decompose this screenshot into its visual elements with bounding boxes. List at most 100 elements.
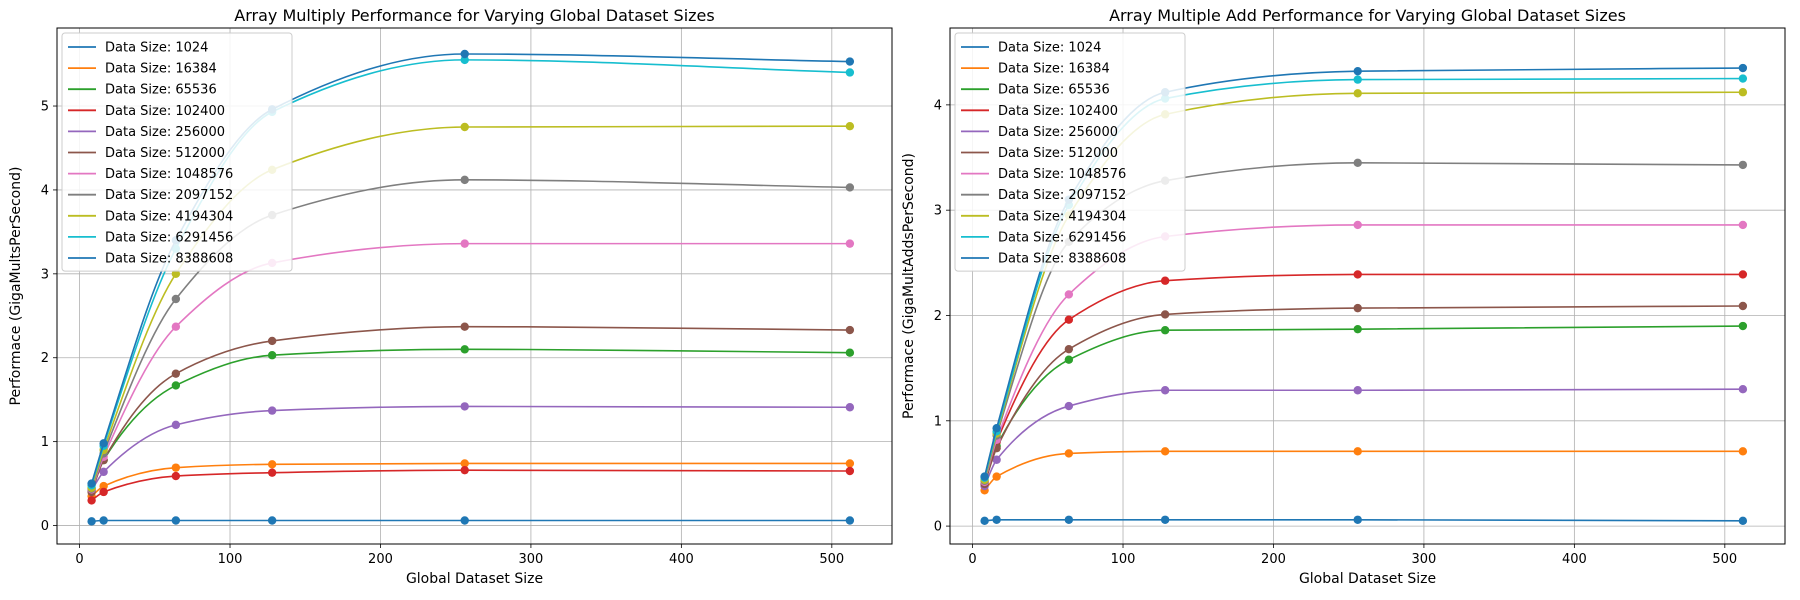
data-point [87,517,96,526]
data-point [460,402,469,411]
data-point [845,183,855,192]
x-tick-label: 0 [968,552,976,567]
data-point [1738,63,1748,73]
data-point [980,516,989,526]
data-point [460,49,469,59]
data-point [1738,160,1748,170]
data-point [1064,344,1074,354]
data-point [992,455,1001,464]
legend-entry: Data Size: 102400 [998,104,1118,119]
data-point [460,345,469,354]
series-line [983,325,1743,485]
data-point [460,465,469,475]
data-point [845,466,855,476]
legend-entry: Data Size: 16384 [105,62,217,77]
data-point [1738,220,1748,230]
data-point [87,496,96,505]
legend-entry: Data Size: 8388608 [105,252,233,267]
data-point [460,175,469,185]
data-point [460,122,469,132]
legend-entry: Data Size: 1048576 [998,167,1126,182]
legend-entry: Data Size: 512000 [998,146,1118,161]
data-point [1738,74,1748,83]
data-point [1353,66,1362,76]
x-axis-label: Global Dataset Size [1299,571,1436,587]
series-line [90,348,850,491]
series-line [983,388,1743,487]
legend-entry: Data Size: 65536 [998,83,1110,98]
x-tick-label: 300 [1412,552,1437,567]
y-tick-label: 1 [934,414,942,429]
chart-panel-2: 0 100 200 300 400 500 0 1 2 3 4 Array Multiple Add … [901,6,1786,587]
data-point [1353,270,1362,279]
data-point [1353,75,1362,84]
data-point [267,336,277,346]
data-point [171,463,181,472]
y-axis-label: Performace (GigaMultAddsPerSecond) [901,153,917,419]
chart-title: Array Multiply Performance for Varying G… [234,6,714,25]
data-point [171,420,181,430]
y-axis-label: Performace (GigaMultsPerSecond) [8,167,24,406]
legend-entry: Data Size: 6291456 [998,230,1126,245]
x-axis-label: Global Dataset Size [406,571,543,587]
data-point [1160,310,1170,319]
legend-entry: Data Size: 102400 [105,104,225,119]
data-point [171,294,181,304]
series-line [90,405,850,491]
x-tick-label: 500 [819,552,844,567]
y-tick-label: 4 [41,183,49,198]
axes-frame [56,27,893,545]
data-point [1738,321,1748,331]
series-line [91,462,850,497]
data-point [1353,303,1362,313]
legend-entry: Data Size: 256000 [998,125,1118,140]
data-point [1353,324,1362,334]
y-tick-label: 3 [934,204,942,219]
data-point [267,460,277,469]
data-point [99,439,108,448]
data-point [845,459,855,468]
data-point [99,481,108,491]
data-point [1064,290,1074,299]
data-point [1738,301,1748,311]
x-tick-label: 200 [368,552,393,567]
data-point [1160,386,1170,395]
data-point [460,55,469,65]
series-line [983,305,1743,485]
data-point [845,403,855,412]
data-point [99,487,108,497]
legend-entry: Data Size: 512000 [105,146,225,161]
data-point [1064,401,1074,411]
data-point [171,322,181,331]
x-tick-label: 100 [218,552,243,567]
x-tick-label: 500 [1712,552,1737,567]
data-point [267,516,277,525]
y-tick-label: 3 [41,267,49,282]
data-point [1160,326,1170,335]
x-tick-label: 400 [1562,552,1587,567]
data-point [1738,516,1748,526]
x-tick-label: 0 [75,552,83,567]
legend-entry: Data Size: 2097152 [998,188,1126,203]
legend: Data Size: 1024 Data Size: 16384 Data Size… [954,32,1186,272]
data-point [1353,447,1362,456]
legend-entry: Data Size: 2097152 [105,188,233,203]
data-point [992,515,1001,524]
data-point [1353,220,1362,230]
data-point [992,472,1001,481]
y-tick-label: 2 [934,309,942,324]
chart-title: Array Multiple Add Performance for Varyi… [1109,6,1626,25]
data-point [1064,449,1074,458]
data-point [460,516,469,525]
data-point [267,351,277,360]
data-point [1353,158,1362,167]
data-point [1738,385,1748,394]
legend-box [954,32,1186,272]
data-point [1160,447,1170,456]
legend-entry: Data Size: 1024 [998,41,1101,56]
data-point [171,269,181,279]
x-tick-label: 200 [1261,552,1286,567]
data-point [1353,89,1362,98]
data-point [845,121,855,131]
data-point [845,516,855,525]
